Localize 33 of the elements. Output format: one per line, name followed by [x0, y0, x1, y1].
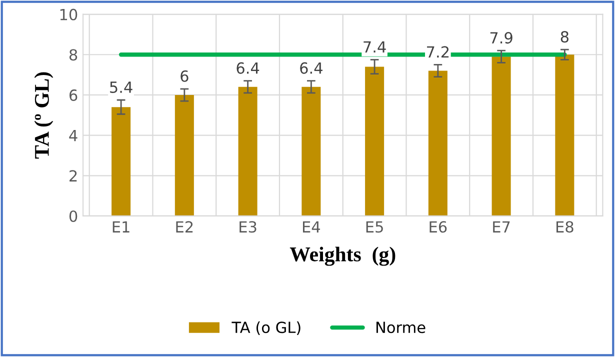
data-label: 8 [560, 31, 568, 43]
y-tick-label: 10 [60, 8, 78, 20]
data-label: 5.4 [110, 82, 132, 94]
y-tick-label: 8 [69, 49, 78, 61]
y-tick-label: 0 [69, 210, 78, 222]
x-tick-label: E6 [430, 221, 447, 233]
data-label: 7.9 [490, 32, 512, 44]
y-tick-label: 2 [70, 170, 77, 182]
y-axis-title: TA (º GL) [34, 72, 54, 159]
x-tick-label: E2 [176, 221, 193, 232]
data-label: 6.4 [236, 62, 260, 74]
bar [112, 107, 131, 216]
bar [365, 66, 384, 216]
y-tick-label: 4 [69, 130, 78, 142]
bar [174, 94, 194, 216]
legend-label: Norme [376, 322, 426, 334]
y-tick-label: 6 [70, 89, 78, 101]
x-tick-label: E4 [302, 221, 320, 232]
x-tick-label: E1 [112, 221, 130, 232]
x-tick-label: E7 [493, 221, 510, 232]
x-tick-label: E8 [556, 221, 574, 233]
data-label: 7.4 [364, 41, 386, 52]
x-tick-label: E5 [366, 221, 383, 233]
bar [492, 56, 511, 216]
legend-label: TA (o GL) [232, 321, 300, 335]
x-tick-label: E3 [240, 221, 256, 233]
bar [302, 86, 321, 216]
bar [428, 70, 448, 216]
bar [555, 54, 574, 216]
bar [238, 86, 258, 216]
x-axis-title: Weights (g) [290, 246, 396, 266]
data-label: 6 [180, 70, 188, 82]
data-label: 6.4 [300, 62, 322, 74]
